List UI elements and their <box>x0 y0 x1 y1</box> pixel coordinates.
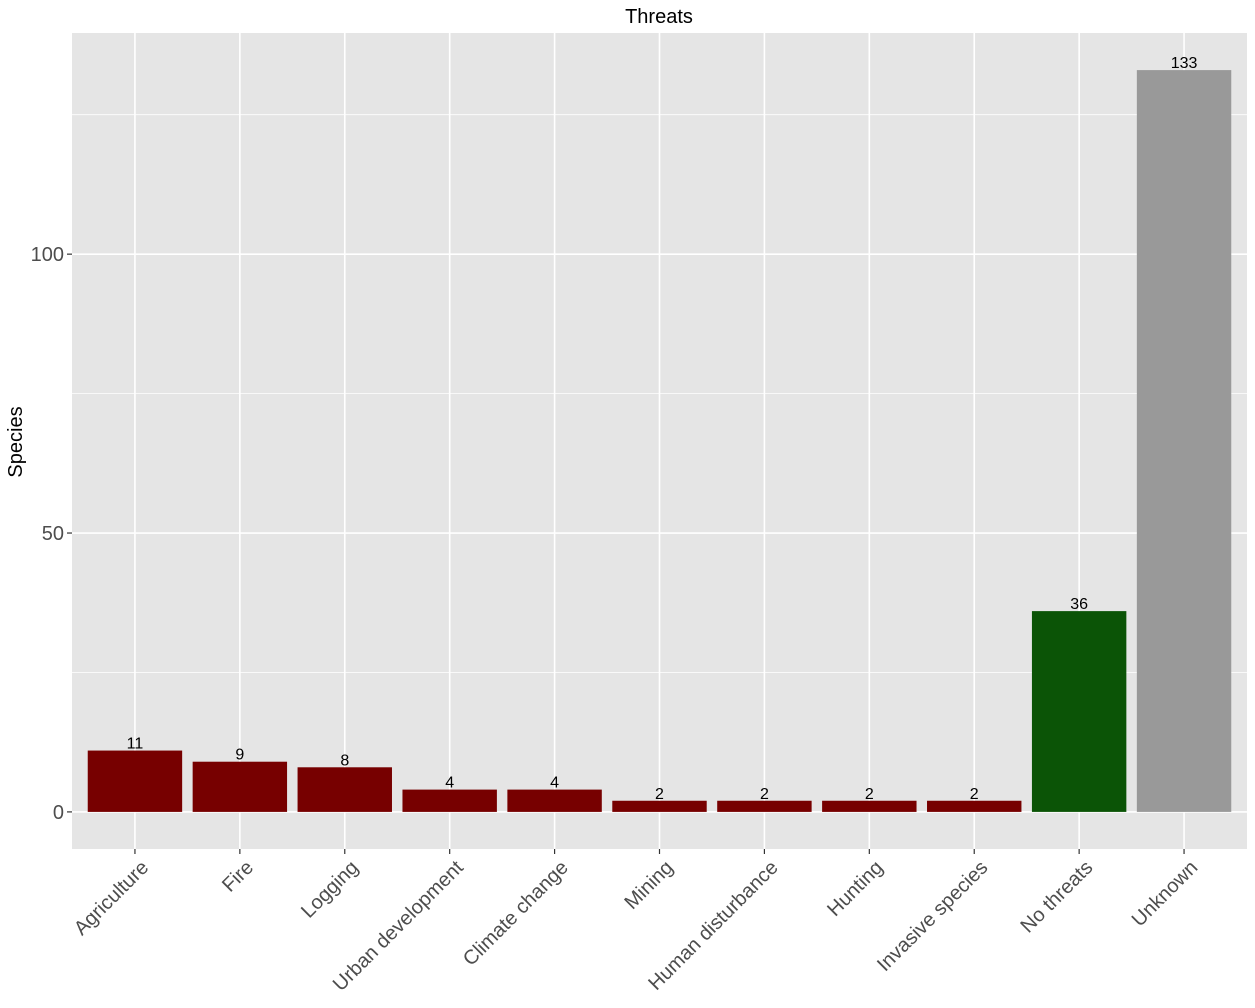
bar <box>1031 611 1127 812</box>
bar-value-label: 4 <box>550 775 559 792</box>
x-tick-label: Invasive species <box>873 857 992 976</box>
bar-value-label: 2 <box>760 786 769 803</box>
data-labels: 11 9 8 4 4 2 2 2 2 36 133 <box>127 55 1198 803</box>
bar-value-label: 36 <box>1070 596 1088 613</box>
bar <box>87 750 183 812</box>
y-axis-label: Species <box>5 406 27 477</box>
bar <box>507 789 602 812</box>
x-tick-label: Unknown <box>1128 857 1203 932</box>
y-tick-label: 100 <box>31 244 64 266</box>
bar-value-label: 2 <box>655 786 664 803</box>
bar-value-label: 8 <box>340 752 349 769</box>
bar <box>927 800 1022 812</box>
x-tick-label: Mining <box>620 857 677 914</box>
bar <box>402 789 497 812</box>
bar-value-label: 4 <box>445 775 454 792</box>
x-tick-label: Fire <box>218 857 258 897</box>
bar-value-label: 2 <box>970 786 979 803</box>
bar-value-label: 2 <box>865 786 874 803</box>
bar-value-label: 133 <box>1171 55 1198 72</box>
chart-title: Threats <box>625 6 693 28</box>
y-tick-label: 50 <box>42 523 64 545</box>
bar <box>612 800 707 812</box>
bar <box>1136 70 1232 812</box>
x-tick-label: Logging <box>297 857 363 923</box>
y-tick-label: 0 <box>53 802 64 824</box>
x-tick-label: Climate change <box>459 857 573 971</box>
x-tick-label: Hunting <box>823 857 887 921</box>
y-axis: 0 50 100 <box>31 244 72 824</box>
bar-value-label: 9 <box>235 747 244 764</box>
bar <box>297 767 392 812</box>
x-tick-label: No threats <box>1017 857 1098 938</box>
bar-value-label: 11 <box>127 736 144 753</box>
bar <box>192 761 288 812</box>
major-gridlines <box>72 33 1247 849</box>
bar <box>717 800 812 812</box>
x-tick-label: Agriculture <box>70 857 153 940</box>
bar <box>822 800 917 812</box>
bars <box>87 70 1232 812</box>
